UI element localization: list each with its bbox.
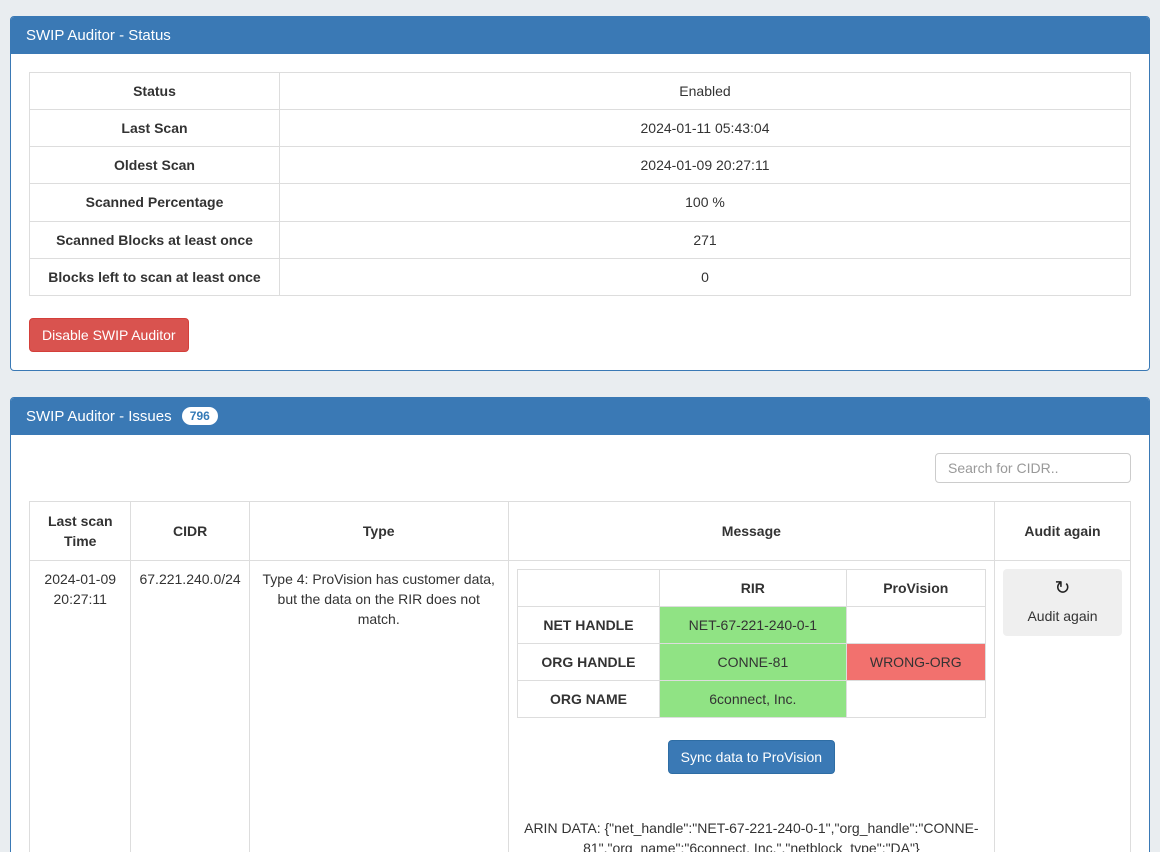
comparison-row-label: ORG HANDLE <box>516 643 661 682</box>
comparison-row-label: ORG NAME <box>516 680 661 719</box>
comparison-provision-value: WRONG-ORG <box>845 643 986 682</box>
sync-button-wrap: Sync data to ProVision <box>517 740 986 775</box>
status-row: Blocks left to scan at least once 0 <box>29 257 1131 296</box>
status-row: Last Scan 2024-01-11 05:43:04 <box>29 109 1131 148</box>
status-panel: SWIP Auditor - Status Status Enabled Las… <box>10 16 1150 371</box>
status-row-label: Oldest Scan <box>29 146 280 185</box>
issues-count-badge: 796 <box>181 406 218 426</box>
status-row: Scanned Blocks at least once 271 <box>29 220 1131 259</box>
status-row-label: Status <box>29 72 280 111</box>
issues-panel-body: Last scan Time CIDR Type Message Audit a… <box>11 435 1149 852</box>
issues-table: Last scan Time CIDR Type Message Audit a… <box>28 500 1132 852</box>
arin-data-text: ARIN DATA: {"net_handle":"NET-67-221-240… <box>524 820 979 852</box>
rir-provision-comparison-table: RIR ProVision NET HANDLE NET-67-221-240-… <box>516 568 986 719</box>
audit-again-button[interactable]: ↻ Audit again <box>1002 568 1122 636</box>
status-row: Oldest Scan 2024-01-09 20:27:11 <box>29 146 1131 185</box>
comparison-header-rir: RIR <box>659 568 847 608</box>
header-cidr: CIDR <box>130 500 250 561</box>
status-panel-title: SWIP Auditor - Status <box>26 27 171 44</box>
issue-audit-again-cell: ↻ Audit again <box>993 559 1132 852</box>
status-row-label: Blocks left to scan at least once <box>29 257 280 296</box>
issues-panel-title: SWIP Auditor - Issues <box>26 407 172 425</box>
status-row-value: 0 <box>279 257 1131 296</box>
issue-row: 2024-01-09 20:27:11 67.221.240.0/24 Type… <box>28 559 1132 852</box>
comparison-header-provision: ProVision <box>845 568 986 608</box>
search-row <box>29 452 1131 483</box>
issues-panel-header: SWIP Auditor - Issues 796 <box>11 397 1149 435</box>
comparison-provision-value <box>845 605 986 645</box>
status-row: Scanned Percentage 100 % <box>29 183 1131 222</box>
comparison-row-net-handle: NET HANDLE NET-67-221-240-0-1 <box>516 605 986 645</box>
header-type: Type <box>248 500 509 561</box>
status-row-value: 100 % <box>279 183 1131 222</box>
issue-message-cell: RIR ProVision NET HANDLE NET-67-221-240-… <box>507 559 995 852</box>
status-panel-body: Status Enabled Last Scan 2024-01-11 05:4… <box>11 54 1149 369</box>
cidr-search-input[interactable] <box>935 452 1131 483</box>
audit-again-button-label: Audit again <box>1027 607 1098 624</box>
comparison-row-org-handle: ORG HANDLE CONNE-81 WRONG-ORG <box>516 643 986 682</box>
header-audit-again: Audit again <box>993 500 1132 561</box>
disable-swip-auditor-button[interactable]: Disable SWIP Auditor <box>29 317 189 352</box>
refresh-icon: ↻ <box>1054 577 1071 599</box>
comparison-provision-value <box>845 680 986 719</box>
issue-cidr: 67.221.240.0/24 <box>130 559 250 852</box>
status-row-label: Scanned Blocks at least once <box>29 220 280 259</box>
comparison-rir-value: NET-67-221-240-0-1 <box>659 605 847 645</box>
issue-last-scan-time: 2024-01-09 20:27:11 <box>28 559 132 852</box>
comparison-row-org-name: ORG NAME 6connect, Inc. <box>516 680 986 719</box>
status-row-label: Scanned Percentage <box>29 183 280 222</box>
comparison-rir-value: CONNE-81 <box>659 643 847 682</box>
header-message: Message <box>507 500 995 561</box>
comparison-header-row: RIR ProVision <box>516 568 986 608</box>
status-table: Status Enabled Last Scan 2024-01-11 05:4… <box>29 72 1131 296</box>
issues-panel: SWIP Auditor - Issues 796 Last scan Time… <box>10 396 1150 852</box>
status-row-value: 2024-01-11 05:43:04 <box>279 109 1131 148</box>
issue-type: Type 4: ProVision has customer data, but… <box>248 559 509 852</box>
status-row-value: 2024-01-09 20:27:11 <box>279 146 1131 185</box>
issues-table-header-row: Last scan Time CIDR Type Message Audit a… <box>28 500 1132 561</box>
status-row-label: Last Scan <box>29 109 280 148</box>
status-panel-header: SWIP Auditor - Status <box>11 17 1149 55</box>
comparison-rir-value: 6connect, Inc. <box>659 680 847 719</box>
header-last-scan-time: Last scan Time <box>28 500 132 561</box>
status-row-value: Enabled <box>279 72 1131 111</box>
status-row: Status Enabled <box>29 72 1131 111</box>
status-row-value: 271 <box>279 220 1131 259</box>
comparison-corner-cell <box>516 568 661 608</box>
sync-data-to-provision-button[interactable]: Sync data to ProVision <box>667 740 836 775</box>
comparison-row-label: NET HANDLE <box>516 605 661 645</box>
